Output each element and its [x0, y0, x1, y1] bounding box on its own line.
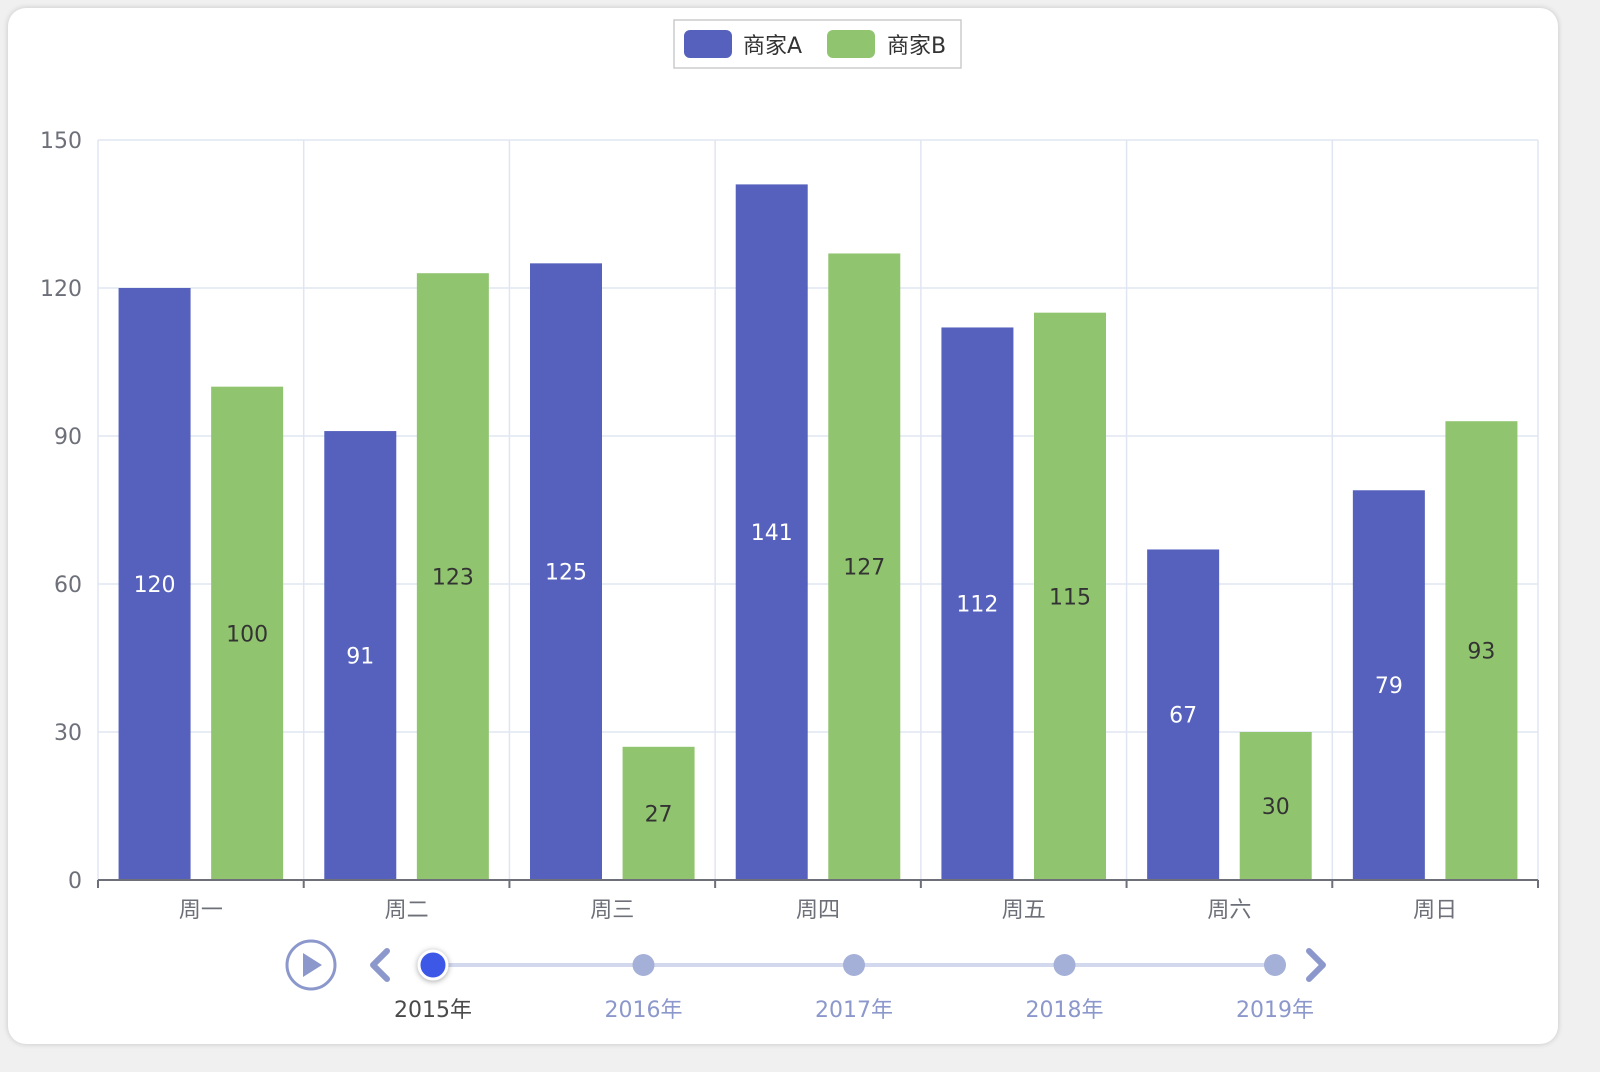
timeline-dot	[1053, 954, 1076, 976]
data-label: 127	[843, 556, 885, 581]
y-tick-label: 0	[68, 869, 82, 894]
legend-swatch-b	[827, 30, 875, 58]
timeline-dot	[843, 954, 865, 976]
timeline: 2015年 2016年 2017年 2018年 2019年	[285, 939, 1326, 1023]
bar-b[interactable]	[416, 273, 489, 880]
legend-label-b: 商家B	[887, 34, 946, 59]
chevron-right-icon[interactable]	[1306, 948, 1326, 982]
data-label: 30	[1262, 795, 1290, 820]
y-tick-label: 150	[40, 129, 82, 154]
legend-label-a: 商家A	[743, 34, 802, 59]
timeline-dot	[1264, 954, 1286, 976]
data-label: 120	[134, 573, 176, 598]
timeline-year-label: 2017年	[815, 998, 893, 1023]
bars: 120 91 125 141 112 67 79 100 123 27 127 115 30 93	[118, 184, 1518, 881]
x-tick-label: 周日	[1413, 898, 1457, 923]
grid-lines	[97, 139, 1539, 880]
legend-item-series-a[interactable]: 商家A	[684, 30, 802, 59]
play-triangle	[303, 953, 322, 977]
timeline-point[interactable]: 2017年	[815, 954, 893, 1023]
timeline-year-label: 2018年	[1026, 998, 1104, 1023]
timeline-year-label: 2016年	[605, 998, 683, 1023]
timeline-dot-active	[417, 949, 449, 981]
y-tick-label: 60	[54, 573, 82, 598]
data-label: 112	[956, 593, 998, 618]
data-label: 115	[1049, 585, 1091, 610]
data-label: 67	[1169, 704, 1197, 729]
data-label: 93	[1467, 640, 1495, 665]
timeline-points: 2015年 2016年 2017年 2018年 2019年	[394, 949, 1314, 1023]
timeline-point[interactable]: 2019年	[1236, 954, 1314, 1023]
bar-a[interactable]	[735, 184, 808, 880]
timeline-point[interactable]: 2016年	[605, 954, 683, 1023]
data-label: 125	[545, 561, 587, 586]
bar-a[interactable]	[118, 288, 191, 880]
x-tick-label: 周四	[796, 898, 840, 923]
data-label: 79	[1375, 674, 1403, 699]
play-button[interactable]	[285, 939, 337, 991]
bar-b[interactable]	[1445, 421, 1518, 880]
chevron-left-icon[interactable]	[370, 948, 390, 982]
x-tick-label: 周五	[1002, 898, 1046, 923]
legend-item-series-b[interactable]: 商家B	[827, 30, 946, 59]
x-tick-label: 周三	[590, 898, 634, 923]
y-tick-label: 90	[54, 425, 82, 450]
timeline-year-label: 2015年	[394, 998, 472, 1023]
timeline-point[interactable]: 2015年	[394, 949, 472, 1023]
bar-a[interactable]	[324, 431, 397, 880]
y-tick-label: 120	[40, 277, 82, 302]
bar-b[interactable]	[622, 746, 695, 880]
bar-b[interactable]	[1239, 732, 1312, 880]
legend: 商家A 商家B	[673, 19, 962, 69]
bar-a[interactable]	[941, 327, 1014, 880]
y-tick-label: 30	[54, 721, 82, 746]
data-label: 123	[432, 566, 474, 591]
bar-a[interactable]	[1147, 549, 1220, 880]
data-label: 141	[751, 521, 793, 546]
timeline-dot	[632, 954, 655, 976]
x-tick-label: 周六	[1207, 898, 1251, 923]
timeline-year-label: 2019年	[1236, 998, 1314, 1023]
x-tick-label: 周一	[179, 898, 223, 923]
data-label: 27	[645, 802, 673, 827]
bar-b[interactable]	[828, 253, 901, 880]
legend-swatch-a	[684, 30, 732, 58]
bar-a[interactable]	[1352, 490, 1425, 880]
play-icon	[285, 939, 337, 991]
bar-b[interactable]	[211, 386, 284, 880]
bar-a[interactable]	[530, 263, 602, 880]
bar-b[interactable]	[1034, 312, 1106, 881]
axes: 0 30 60 90 120 150 周一 周二 周三 周四 周五 周六 周日	[40, 129, 1539, 923]
data-label: 91	[346, 645, 374, 670]
timeline-point[interactable]: 2018年	[1026, 954, 1104, 1023]
data-label: 100	[226, 622, 268, 647]
x-tick-label: 周二	[385, 898, 429, 923]
